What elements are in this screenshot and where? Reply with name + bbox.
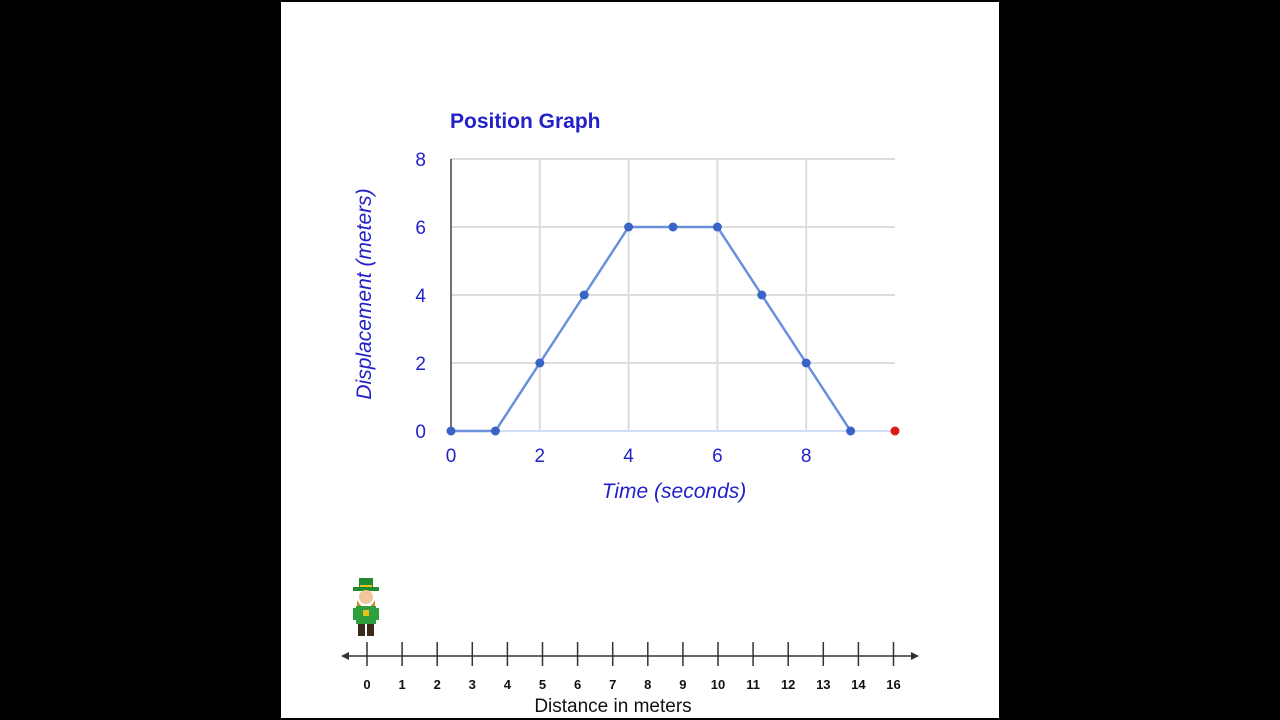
y-tick-label: 4 — [415, 286, 426, 307]
number-line-tick-label: 7 — [609, 677, 616, 692]
distance-number-line: 0 1 2 3 4 5 6 7 8 9 10 11 12 13 14 16 Distance in meter… — [341, 578, 919, 717]
tick-labels: 0 2 4 6 8 0 2 4 6 8 — [415, 150, 811, 467]
number-line-tick-label: 2 — [434, 677, 441, 692]
data-point — [579, 290, 589, 300]
number-line-tick-label: 11 — [746, 677, 760, 692]
number-line-label: Distance in meters — [534, 696, 691, 717]
number-line-tick-label: 8 — [644, 677, 651, 692]
y-tick-label: 8 — [415, 150, 426, 171]
series — [446, 222, 900, 436]
number-line-tick-label: 13 — [816, 677, 830, 692]
axes — [450, 159, 895, 432]
data-point — [624, 222, 634, 232]
number-line-tick-label: 10 — [711, 677, 725, 692]
right-arrow-icon — [911, 652, 919, 660]
data-point — [490, 426, 500, 436]
position-graph: 0 2 4 6 8 0 2 4 6 8 Position Graph Time (seconds)… — [353, 110, 900, 503]
number-line-tick-label: 0 — [363, 677, 370, 692]
number-line-tick-label: 4 — [504, 677, 512, 692]
data-point — [801, 358, 811, 368]
x-tick-label: 0 — [446, 446, 457, 467]
data-point — [712, 222, 722, 232]
leprechaun-icon — [353, 578, 379, 636]
current-point — [890, 426, 900, 436]
data-point — [757, 290, 767, 300]
x-tick-label: 2 — [535, 446, 546, 467]
y-tick-label: 2 — [415, 354, 426, 375]
number-line-ticks: 0 1 2 3 4 5 6 7 8 9 10 11 12 13 14 16 — [363, 642, 901, 692]
x-tick-label: 4 — [623, 446, 634, 467]
y-tick-label: 6 — [415, 218, 426, 239]
number-line-tick-label: 1 — [398, 677, 405, 692]
left-arrow-icon — [341, 652, 349, 660]
data-point — [668, 222, 678, 232]
number-line-tick-label: 9 — [679, 677, 686, 692]
number-line-tick-label: 16 — [886, 677, 900, 692]
x-axis-label: Time (seconds) — [602, 480, 747, 503]
series-line — [451, 225, 852, 433]
content-panel: 0 2 4 6 8 0 2 4 6 8 Position Graph Time (seconds)… — [281, 2, 999, 718]
grid — [451, 158, 895, 431]
number-line-tick-label: 14 — [851, 677, 866, 692]
x-tick-label: 8 — [801, 446, 812, 467]
y-tick-label: 0 — [415, 422, 426, 443]
data-point — [446, 426, 456, 436]
number-line-tick-label: 5 — [539, 677, 546, 692]
y-axis-label: Displacement (meters) — [353, 188, 376, 399]
chart-title: Position Graph — [450, 110, 601, 133]
number-line-tick-label: 6 — [574, 677, 581, 692]
x-tick-label: 6 — [712, 446, 723, 467]
data-point — [846, 426, 856, 436]
number-line-tick-label: 3 — [469, 677, 476, 692]
number-line-tick-label: 12 — [781, 677, 795, 692]
data-point — [535, 358, 545, 368]
